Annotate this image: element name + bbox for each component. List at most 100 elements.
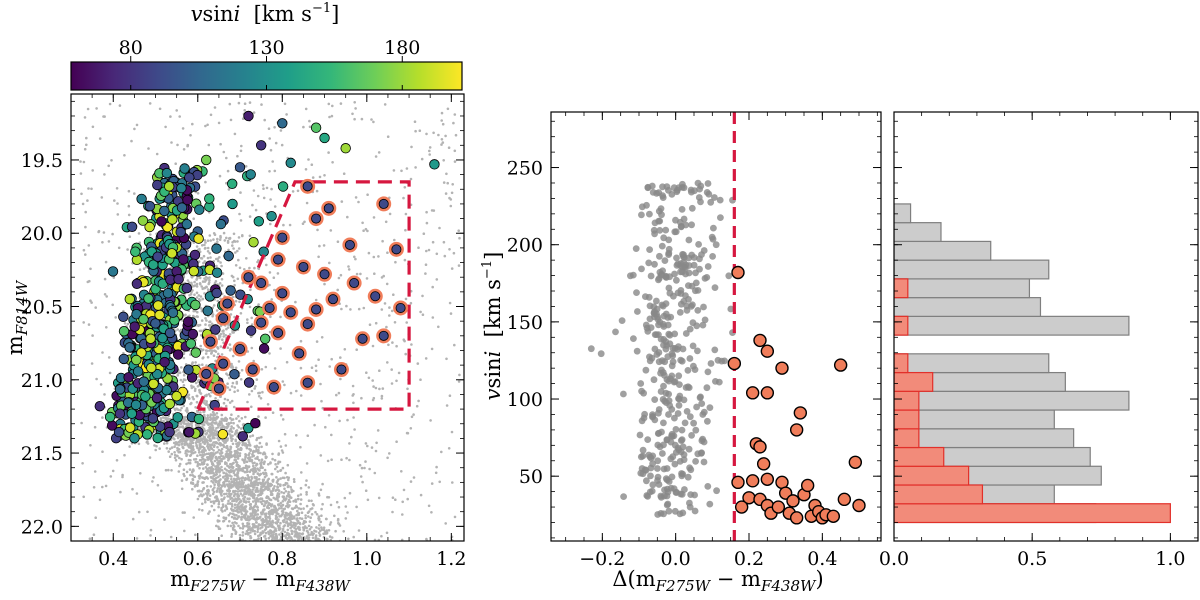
background-star xyxy=(403,338,406,341)
background-star xyxy=(328,545,331,548)
background-star xyxy=(444,135,447,138)
background-star xyxy=(268,127,271,130)
background-star xyxy=(153,444,156,447)
background-star xyxy=(394,261,397,264)
background-star xyxy=(251,512,254,515)
vsini-star xyxy=(180,164,190,174)
colorbar-title: vsini [km s−1] xyxy=(191,1,340,26)
background-star xyxy=(228,490,231,493)
background-star xyxy=(255,470,258,473)
background-star xyxy=(220,534,223,537)
background-star xyxy=(445,358,448,361)
background-star xyxy=(138,443,141,446)
background-star xyxy=(249,435,252,438)
vsini-star xyxy=(195,205,205,215)
background-star xyxy=(352,393,355,396)
background-star xyxy=(368,468,371,471)
background-star xyxy=(206,464,209,467)
background-star xyxy=(355,196,358,199)
background-star xyxy=(207,452,210,455)
background-star xyxy=(214,460,217,463)
background-star xyxy=(269,316,272,319)
background-star xyxy=(231,467,234,470)
background-star xyxy=(417,400,420,403)
background-star xyxy=(218,122,221,125)
vsini-star xyxy=(151,319,161,329)
background-star xyxy=(245,518,248,521)
background-star xyxy=(371,379,374,382)
blue-star xyxy=(337,365,346,374)
background-star xyxy=(274,170,277,173)
background-star xyxy=(304,542,307,545)
background-star xyxy=(294,542,297,545)
background-star xyxy=(340,102,343,105)
background-star xyxy=(236,493,239,496)
background-star xyxy=(229,103,232,106)
background-star xyxy=(157,484,160,487)
background-star xyxy=(160,490,163,493)
background-star xyxy=(199,411,202,414)
vsini-star xyxy=(108,267,118,277)
vsini-star xyxy=(119,354,129,364)
background-star xyxy=(180,458,183,461)
background-star xyxy=(184,314,187,317)
background-star xyxy=(438,227,441,230)
background-star xyxy=(377,255,380,258)
background-star xyxy=(235,459,238,462)
vsini-star xyxy=(164,182,174,192)
background-star xyxy=(348,268,351,271)
background-star xyxy=(251,204,254,207)
background-star xyxy=(101,241,104,244)
background-star xyxy=(232,422,235,425)
background-star xyxy=(245,454,248,457)
background-star xyxy=(237,444,240,447)
background-star xyxy=(241,479,244,482)
background-star xyxy=(229,237,232,240)
background-star xyxy=(352,402,355,405)
background-star xyxy=(454,516,457,519)
background-star xyxy=(170,469,173,472)
background-star xyxy=(255,513,258,516)
background-star xyxy=(249,306,252,309)
background-star xyxy=(338,392,341,395)
background-star xyxy=(216,309,219,312)
background-star xyxy=(245,533,248,536)
blue-star xyxy=(320,270,329,279)
background-star xyxy=(260,465,263,468)
background-star xyxy=(364,460,367,463)
background-star xyxy=(82,203,85,206)
background-star xyxy=(271,473,274,476)
background-star xyxy=(267,516,270,519)
background-star xyxy=(271,479,274,482)
background-star xyxy=(127,323,130,326)
background-star xyxy=(213,437,216,440)
cmd-xtick-label: 1.2 xyxy=(436,548,466,570)
background-star xyxy=(130,140,133,143)
background-star xyxy=(440,451,443,454)
background-star xyxy=(158,447,161,450)
vsini-star xyxy=(246,170,256,180)
background-star xyxy=(194,534,197,537)
background-star xyxy=(188,397,191,400)
background-star xyxy=(182,436,185,439)
background-star xyxy=(454,160,457,163)
background-star xyxy=(279,461,282,464)
background-star xyxy=(210,468,213,471)
background-star xyxy=(210,480,213,483)
vsini-star xyxy=(182,219,192,229)
background-star xyxy=(319,383,322,386)
background-star xyxy=(292,500,295,503)
background-star xyxy=(220,455,223,458)
blue-star xyxy=(396,303,405,312)
background-star xyxy=(230,425,233,428)
background-star xyxy=(279,469,282,472)
background-star xyxy=(252,516,255,519)
background-star xyxy=(100,383,103,386)
background-star xyxy=(217,482,220,485)
background-star xyxy=(306,530,309,533)
background-star xyxy=(387,135,390,138)
background-star xyxy=(201,476,204,479)
background-star xyxy=(240,145,243,148)
background-star xyxy=(164,126,167,129)
